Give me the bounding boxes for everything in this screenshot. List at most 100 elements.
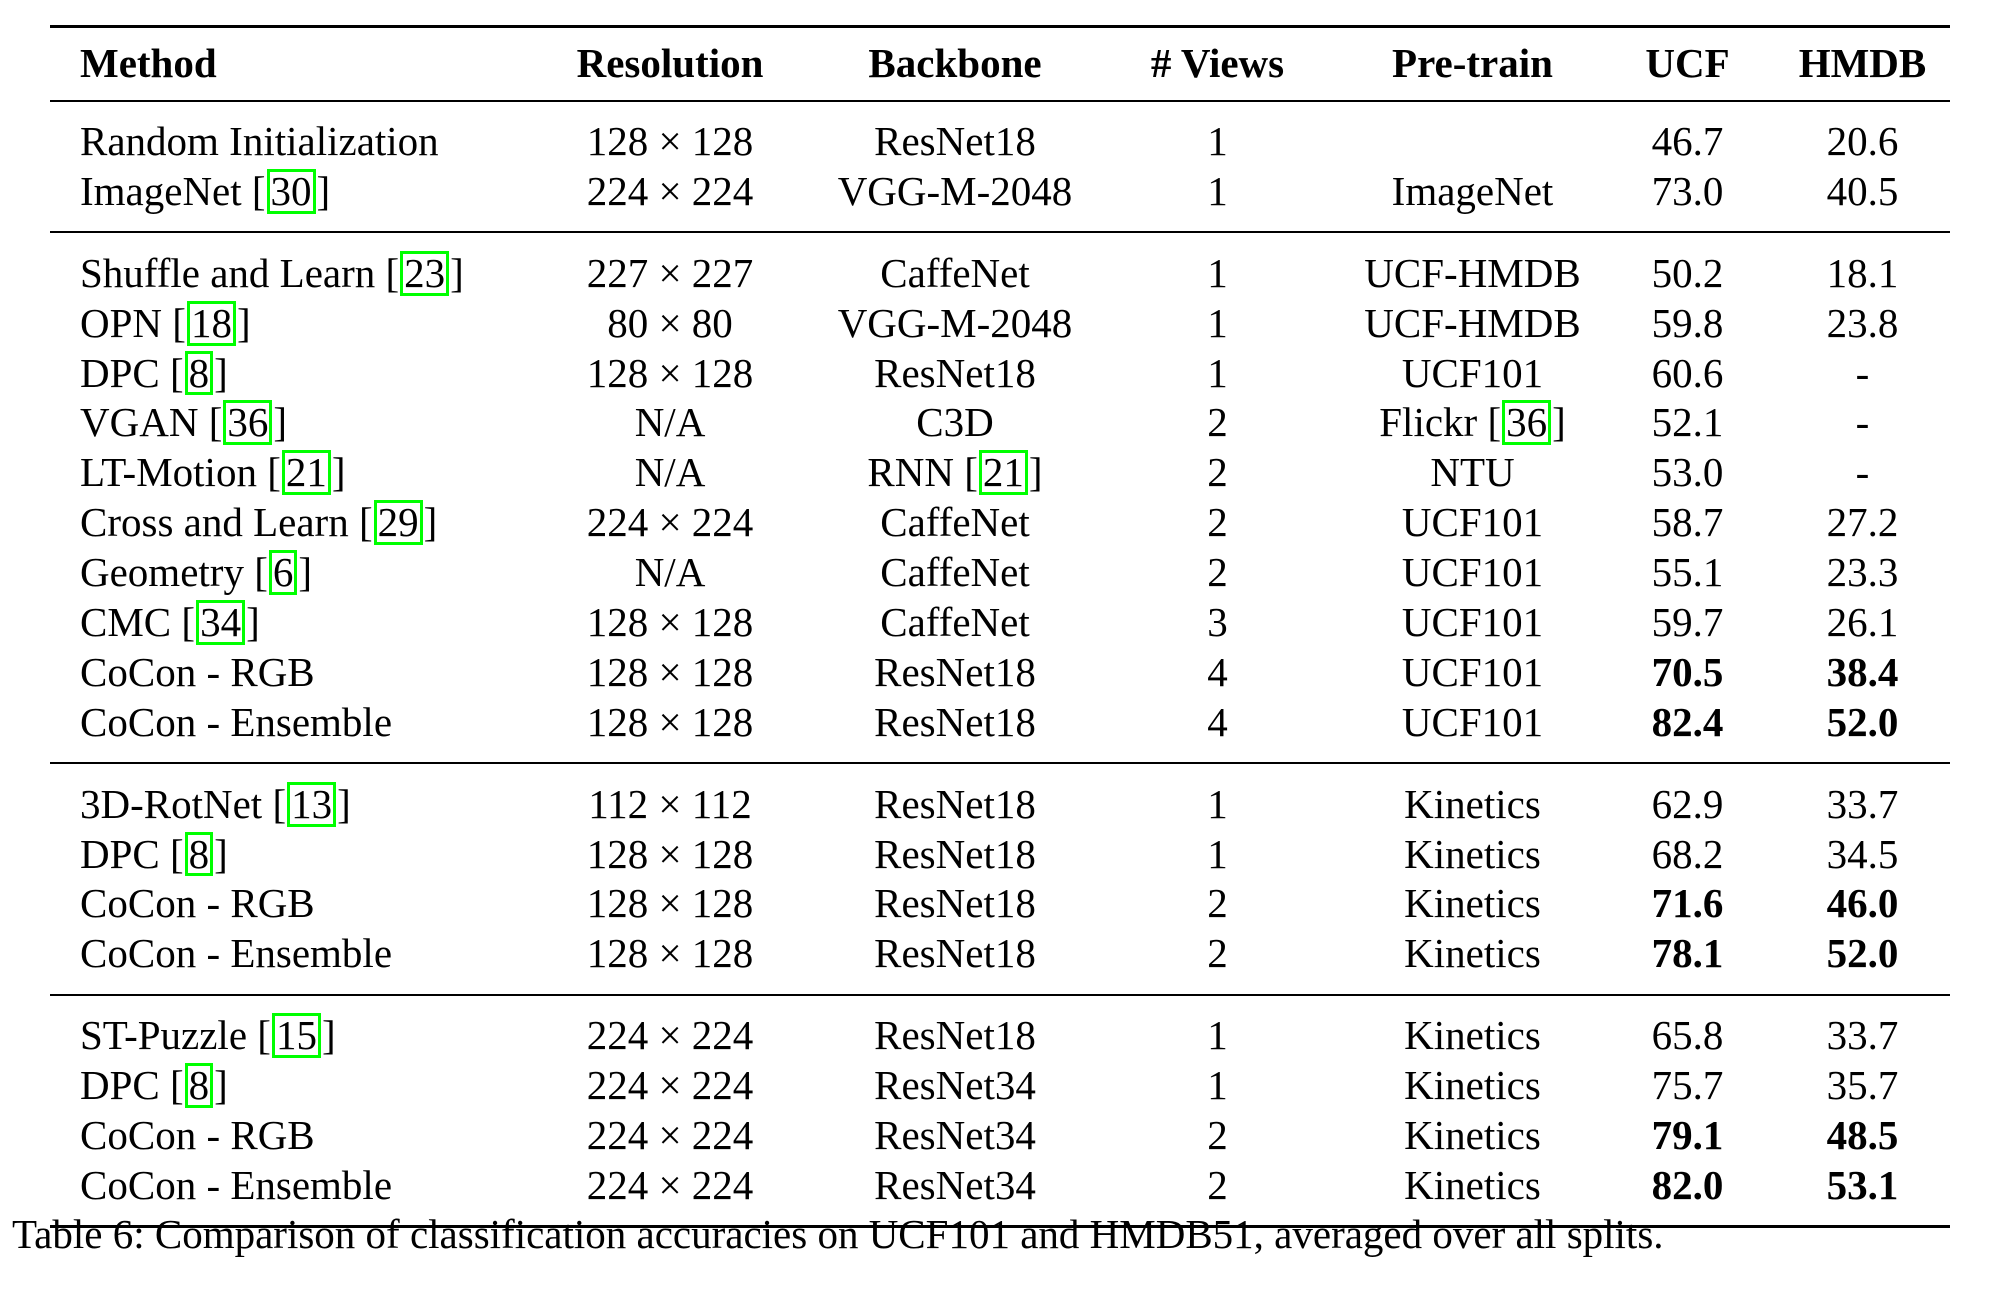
cell-backbone: RNN [21] xyxy=(867,449,1043,496)
cell-backbone: CaffeNet xyxy=(820,598,1090,648)
cell-method-text: ST-Puzzle xyxy=(80,1012,248,1059)
cell-resolution: 224 × 224 xyxy=(520,995,820,1061)
cell-ucf-text: 60.6 xyxy=(1651,349,1724,396)
citation-link[interactable]: 8 xyxy=(184,350,214,396)
cell-method: CoCon - RGB xyxy=(50,879,520,929)
cell-ucf: 71.6 xyxy=(1600,879,1775,929)
cell-method: 3D-RotNet [13] xyxy=(80,780,351,827)
cell-backbone: CaffeNet xyxy=(820,498,1090,548)
table-row: Geometry [6] N/A CaffeNet 2 UCF101 55.1 23.3 xyxy=(50,548,1950,598)
citation-link[interactable]: 21 xyxy=(978,450,1028,496)
cell-backbone: ResNet18 xyxy=(820,879,1090,929)
cell-ucf-text: 82.4 xyxy=(1651,698,1724,745)
table-row: CoCon - Ensemble 128 × 128 ResNet18 4 UCF101… xyxy=(50,697,1950,763)
cell-ucf-text: 82.0 xyxy=(1651,1161,1724,1208)
citation-link[interactable]: 8 xyxy=(184,1063,214,1109)
cell-hmdb-text: 26.1 xyxy=(1826,598,1899,645)
cell-method-text: Shuffle and Learn xyxy=(80,249,376,296)
cell-views-text: 1 xyxy=(1207,830,1228,877)
cell-hmdb: 33.7 xyxy=(1775,995,1950,1061)
cell-hmdb-text: 34.5 xyxy=(1826,830,1899,877)
citation-link[interactable]: 15 xyxy=(271,1013,321,1059)
cell-pretrain: UCF101 xyxy=(1345,598,1600,648)
cell-ucf: 82.4 xyxy=(1600,697,1775,763)
cell-method-text: LT-Motion xyxy=(80,449,257,496)
citation-link[interactable]: 18 xyxy=(186,300,236,346)
cell-resolution-text: 224 × 224 xyxy=(586,1062,754,1109)
cell-method: DPC [8] xyxy=(80,830,228,877)
cell-views: 1 xyxy=(1090,166,1345,232)
cell-pretrain-text: Kinetics xyxy=(1404,1012,1541,1059)
cell-hmdb-text: 40.5 xyxy=(1826,167,1899,214)
cell-views-text: 1 xyxy=(1207,249,1228,296)
cell-method: Random Initialization xyxy=(50,101,520,167)
cell-resolution-text: 224 × 224 xyxy=(586,1161,754,1208)
cell-pretrain-text: UCF-HMDB xyxy=(1364,299,1581,346)
cell-resolution: 128 × 128 xyxy=(520,697,820,763)
table-row: Shuffle and Learn [23] 227 × 227 CaffeNet 1… xyxy=(50,232,1950,298)
cell-ucf-text: 65.8 xyxy=(1651,1012,1724,1059)
cell-method-text: CoCon - RGB xyxy=(80,648,315,695)
citation-link[interactable]: 23 xyxy=(400,250,450,296)
citation-link[interactable]: 30 xyxy=(266,168,316,214)
cell-method: CoCon - Ensemble xyxy=(50,929,520,995)
citation-link[interactable]: 34 xyxy=(196,599,246,645)
citation-link[interactable]: 13 xyxy=(287,781,337,827)
cell-pretrain: UCF-HMDB xyxy=(1345,298,1600,348)
cell-ucf: 59.8 xyxy=(1600,298,1775,348)
cell-backbone-text: ResNet18 xyxy=(874,349,1036,396)
citation-link[interactable]: 6 xyxy=(268,550,298,596)
table-row: DPC [8] 128 × 128 ResNet18 1 UCF101 60.6 - xyxy=(50,348,1950,398)
cell-pretrain-text: Kinetics xyxy=(1404,1161,1541,1208)
cell-pretrain: Kinetics xyxy=(1345,995,1600,1061)
cell-backbone-text: CaffeNet xyxy=(880,499,1030,546)
cell-resolution: 80 × 80 xyxy=(520,298,820,348)
cell-views-text: 1 xyxy=(1207,1012,1228,1059)
citation-link[interactable]: 21 xyxy=(281,450,331,496)
citation-link[interactable]: 29 xyxy=(373,500,423,546)
header-pretrain: Pre-train xyxy=(1392,40,1553,87)
cell-views: 2 xyxy=(1090,548,1345,598)
table-body: Random Initialization 128 × 128 ResNet18 1 4… xyxy=(50,100,1950,1227)
citation-link[interactable]: 36 xyxy=(223,400,273,446)
cell-method-text: CoCon - Ensemble xyxy=(80,1161,393,1208)
cell-pretrain-text: Kinetics xyxy=(1404,930,1541,977)
cell-views-text: 1 xyxy=(1207,349,1228,396)
cell-resolution-text: N/A xyxy=(634,549,706,596)
cell-hmdb: 26.1 xyxy=(1775,598,1950,648)
header-views: # Views xyxy=(1150,40,1285,87)
cell-pretrain-text: Flickr xyxy=(1379,399,1478,446)
cell-pretrain-text: UCF101 xyxy=(1401,698,1544,745)
cell-ucf-text: 62.9 xyxy=(1651,780,1724,827)
cell-hmdb: 33.7 xyxy=(1775,763,1950,829)
cell-hmdb-text: 46.0 xyxy=(1826,880,1899,927)
cell-resolution-text: 80 × 80 xyxy=(607,299,733,346)
cell-backbone: ResNet18 xyxy=(820,348,1090,398)
cell-views: 2 xyxy=(1090,1111,1345,1161)
cell-resolution: 128 × 128 xyxy=(520,101,820,167)
cell-method: CoCon - Ensemble xyxy=(50,697,520,763)
citation-link[interactable]: 36 xyxy=(1502,400,1552,446)
cell-resolution-text: 128 × 128 xyxy=(586,648,754,695)
cell-pretrain: NTU xyxy=(1345,448,1600,498)
cell-ucf-text: 46.7 xyxy=(1651,117,1724,164)
cell-ucf: 55.1 xyxy=(1600,548,1775,598)
cell-backbone-text: VGG-M-2048 xyxy=(837,167,1073,214)
cell-resolution: N/A xyxy=(520,398,820,448)
cell-views-text: 4 xyxy=(1207,648,1228,695)
cell-method-text: CoCon - Ensemble xyxy=(80,930,393,977)
cell-method-text: DPC xyxy=(80,1062,160,1109)
cell-pretrain-text: UCF101 xyxy=(1401,349,1544,396)
cell-hmdb-text: 33.7 xyxy=(1826,780,1899,827)
cell-pretrain-text: NTU xyxy=(1430,449,1515,496)
cell-hmdb-text: 48.5 xyxy=(1826,1111,1899,1158)
cell-backbone-text: CaffeNet xyxy=(880,598,1030,645)
cell-hmdb-text: - xyxy=(1855,449,1870,496)
cell-ucf-text: 79.1 xyxy=(1651,1111,1724,1158)
cell-views: 4 xyxy=(1090,647,1345,697)
cell-method: DPC [8] xyxy=(80,349,228,396)
cell-resolution-text: 128 × 128 xyxy=(586,349,754,396)
cell-resolution: 112 × 112 xyxy=(520,763,820,829)
cell-pretrain: Kinetics xyxy=(1345,1160,1600,1226)
citation-link[interactable]: 8 xyxy=(184,831,214,877)
